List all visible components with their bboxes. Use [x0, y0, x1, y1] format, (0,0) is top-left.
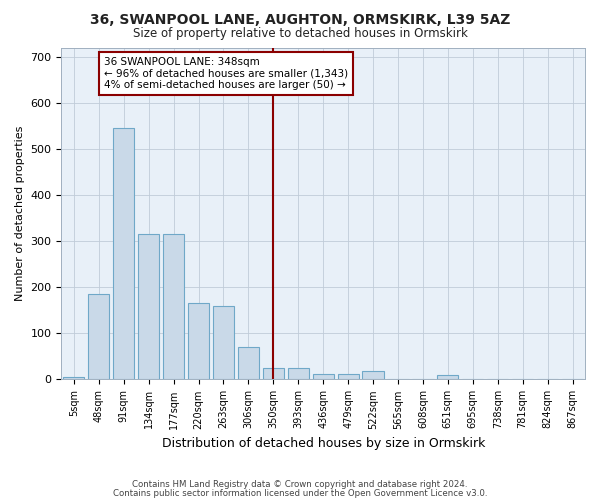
Bar: [213, 306, 234, 380]
Bar: [88, 294, 109, 380]
Bar: [437, 375, 458, 380]
Bar: [313, 374, 334, 380]
Text: 36, SWANPOOL LANE, AUGHTON, ORMSKIRK, L39 5AZ: 36, SWANPOOL LANE, AUGHTON, ORMSKIRK, L3…: [90, 12, 510, 26]
Bar: [263, 368, 284, 380]
Bar: [138, 234, 159, 380]
Bar: [287, 368, 309, 380]
Bar: [113, 128, 134, 380]
Bar: [338, 374, 359, 380]
Bar: [188, 304, 209, 380]
Bar: [362, 371, 383, 380]
Text: Size of property relative to detached houses in Ormskirk: Size of property relative to detached ho…: [133, 28, 467, 40]
Bar: [238, 347, 259, 380]
Y-axis label: Number of detached properties: Number of detached properties: [15, 126, 25, 301]
Text: Contains HM Land Registry data © Crown copyright and database right 2024.: Contains HM Land Registry data © Crown c…: [132, 480, 468, 489]
Text: 36 SWANPOOL LANE: 348sqm
← 96% of detached houses are smaller (1,343)
4% of semi: 36 SWANPOOL LANE: 348sqm ← 96% of detach…: [104, 56, 348, 90]
Bar: [163, 234, 184, 380]
Text: Contains public sector information licensed under the Open Government Licence v3: Contains public sector information licen…: [113, 488, 487, 498]
Bar: [63, 377, 85, 380]
X-axis label: Distribution of detached houses by size in Ormskirk: Distribution of detached houses by size …: [161, 437, 485, 450]
